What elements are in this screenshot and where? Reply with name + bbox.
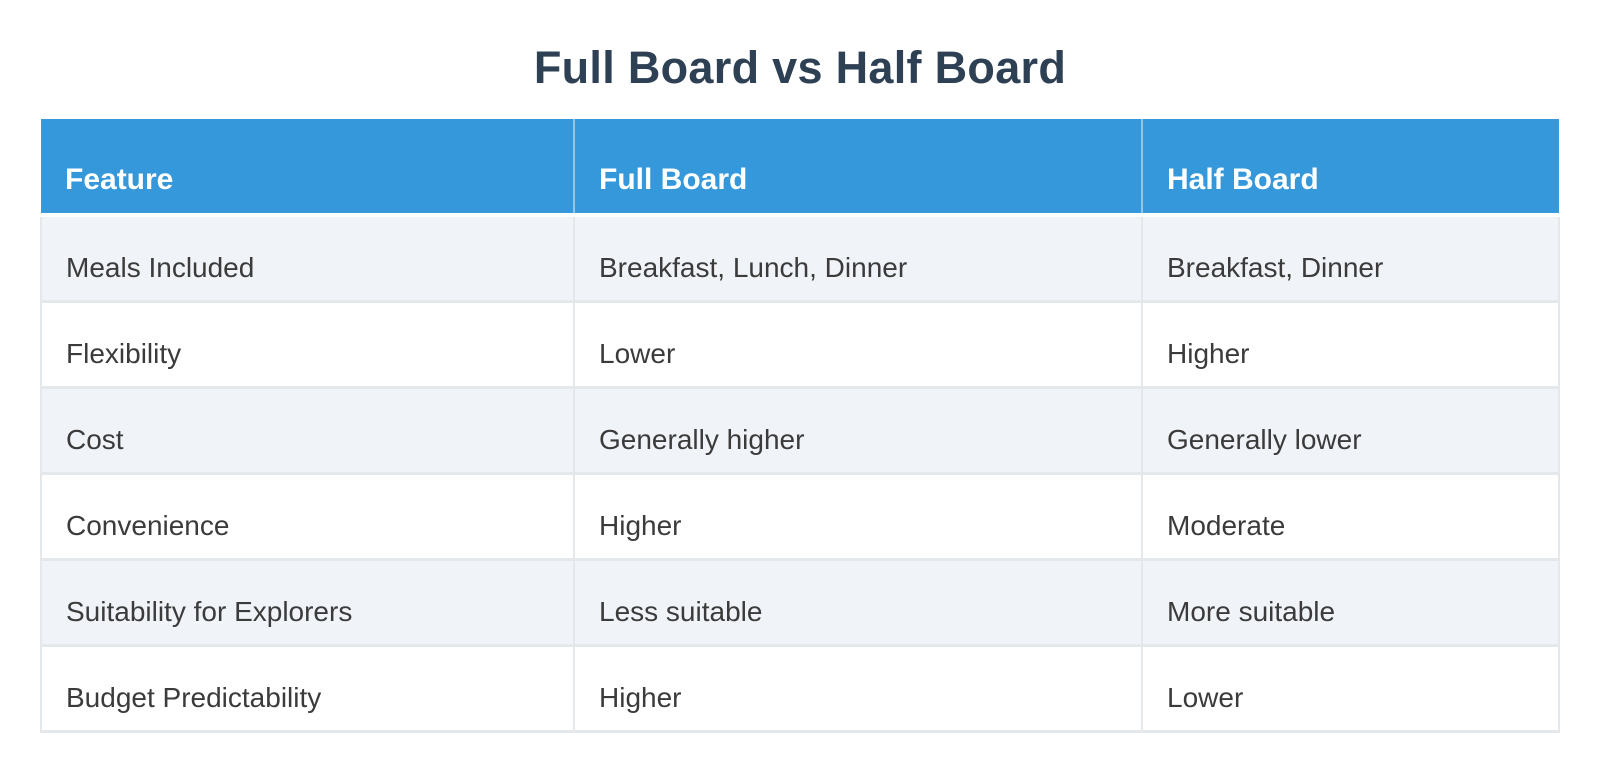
table-row: Suitability for Explorers Less suitable … (40, 559, 1560, 647)
half-board-cell: More suitable (1141, 559, 1560, 647)
half-board-cell: Moderate (1141, 473, 1560, 561)
feature-cell: Meals Included (40, 215, 575, 303)
feature-cell: Cost (40, 387, 575, 475)
header-row: Feature Full Board Half Board (41, 119, 1559, 217)
full-board-cell: Breakfast, Lunch, Dinner (573, 215, 1143, 303)
column-header-half-board: Half Board (1142, 119, 1559, 217)
page-title: Full Board vs Half Board (533, 42, 1067, 93)
full-board-cell: Less suitable (573, 559, 1143, 647)
full-board-cell: Higher (573, 645, 1143, 733)
feature-cell: Flexibility (40, 301, 575, 389)
table-row: Flexibility Lower Higher (40, 301, 1560, 389)
column-header-feature: Feature (41, 119, 575, 217)
full-board-cell: Lower (573, 301, 1143, 389)
comparison-table: Feature Full Board Half Board Meals Incl… (40, 119, 1560, 733)
column-header-full-board: Full Board (574, 119, 1143, 217)
feature-cell: Convenience (40, 473, 575, 561)
feature-cell: Suitability for Explorers (40, 559, 575, 647)
table-row: Convenience Higher Moderate (40, 473, 1560, 561)
feature-cell: Budget Predictability (40, 645, 575, 733)
table-row: Cost Generally higher Generally lower (40, 387, 1560, 475)
table-row: Budget Predictability Higher Lower (40, 645, 1560, 733)
table-row: Meals Included Breakfast, Lunch, Dinner … (40, 215, 1560, 303)
full-board-cell: Generally higher (573, 387, 1143, 475)
half-board-cell: Higher (1141, 301, 1560, 389)
half-board-cell: Lower (1141, 645, 1560, 733)
half-board-cell: Generally lower (1141, 387, 1560, 475)
full-board-cell: Higher (573, 473, 1143, 561)
half-board-cell: Breakfast, Dinner (1141, 215, 1560, 303)
